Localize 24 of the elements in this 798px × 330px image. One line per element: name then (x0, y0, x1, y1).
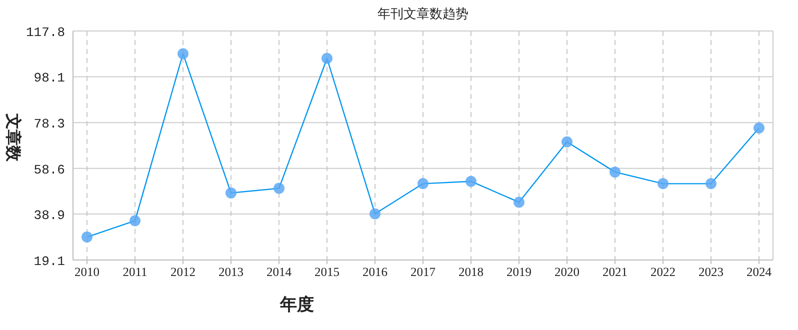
x-axis-title: 年度 (279, 295, 314, 314)
x-tick-label: 2022 (650, 265, 676, 279)
y-axis-title: 文章数 (4, 112, 22, 162)
x-tick-label: 2021 (602, 265, 628, 279)
y-tick-label: 98.1 (34, 70, 66, 86)
x-tick-label: 2010 (74, 265, 100, 279)
x-tick-label: 2011 (122, 265, 148, 279)
y-tick-label: 58.6 (34, 162, 65, 178)
y-tick-label: 19.1 (34, 254, 66, 269)
x-tick-label: 2014 (266, 265, 292, 279)
x-tick-label: 2019 (506, 265, 532, 279)
chart-title: 年刊文章数趋势 (378, 6, 468, 21)
x-tick-label: 2015 (314, 265, 340, 279)
x-tick-label: 2016 (362, 265, 388, 279)
x-tick-label: 2017 (410, 265, 436, 279)
y-tick-label: 117.8 (26, 25, 65, 40)
x-tick-label: 2024 (746, 265, 772, 279)
x-tick-label: 2013 (218, 265, 244, 279)
x-tick-label: 2020 (554, 265, 580, 279)
y-tick-label: 38.9 (34, 208, 65, 224)
x-tick-label: 2012 (170, 265, 196, 279)
x-tick-label: 2018 (458, 265, 484, 279)
x-tick-label: 2023 (698, 265, 724, 279)
y-tick-label: 78.3 (34, 116, 65, 132)
